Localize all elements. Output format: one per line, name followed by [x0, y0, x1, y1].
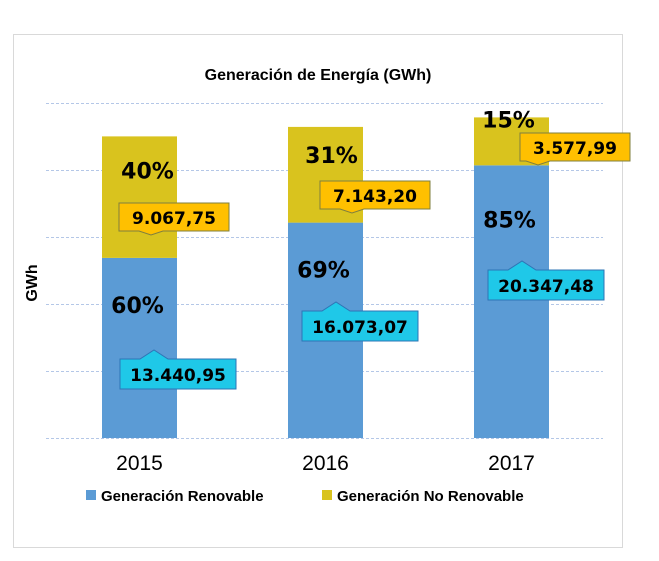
data-labels: 60% 40% 13.440,95 9.067,75 69% 31% 16.073,07 7.…: [111, 108, 631, 390]
percent-label: 85%: [483, 208, 536, 233]
x-tick-labels: 2015 2016 2017: [116, 452, 535, 475]
value-callout-renovable: [119, 349, 237, 390]
percent-label: 15%: [482, 108, 535, 133]
x-tick-label: 2017: [488, 452, 535, 475]
value-callout-renovable: [487, 260, 605, 301]
value-label-renovable: 16.073,07: [312, 318, 408, 338]
value-label-no-renovable: 7.143,20: [333, 187, 417, 207]
chart-title: Generación de Energía (GWh): [205, 67, 432, 84]
value-callout-no-renovable: [519, 132, 631, 166]
value-label-no-renovable: 9.067,75: [132, 209, 216, 229]
percent-label: 40%: [121, 159, 174, 184]
value-callout-no-renovable: [118, 202, 230, 236]
bar-no-renovable: [102, 136, 177, 258]
bar-renovable: [102, 257, 177, 438]
x-tick-label: 2015: [116, 452, 163, 475]
percent-label: 31%: [305, 144, 358, 169]
value-label-renovable: 13.440,95: [130, 366, 226, 386]
y-axis-label: GWh: [24, 264, 41, 301]
bar-renovable: [474, 165, 549, 439]
legend: Generación Renovable Generación No Renova…: [86, 488, 524, 505]
value-callout-renovable: [301, 301, 419, 342]
x-tick-label: 2016: [302, 452, 349, 475]
legend-swatch: [86, 490, 96, 500]
value-label-no-renovable: 3.577,99: [533, 139, 617, 159]
legend-label: Generación No Renovable: [337, 488, 524, 505]
percent-label: 69%: [297, 259, 350, 284]
value-callout-no-renovable: [319, 180, 431, 214]
percent-label: 60%: [111, 294, 164, 319]
legend-label: Generación Renovable: [101, 488, 264, 505]
legend-swatch: [322, 490, 332, 500]
value-label-renovable: 20.347,48: [498, 277, 594, 297]
